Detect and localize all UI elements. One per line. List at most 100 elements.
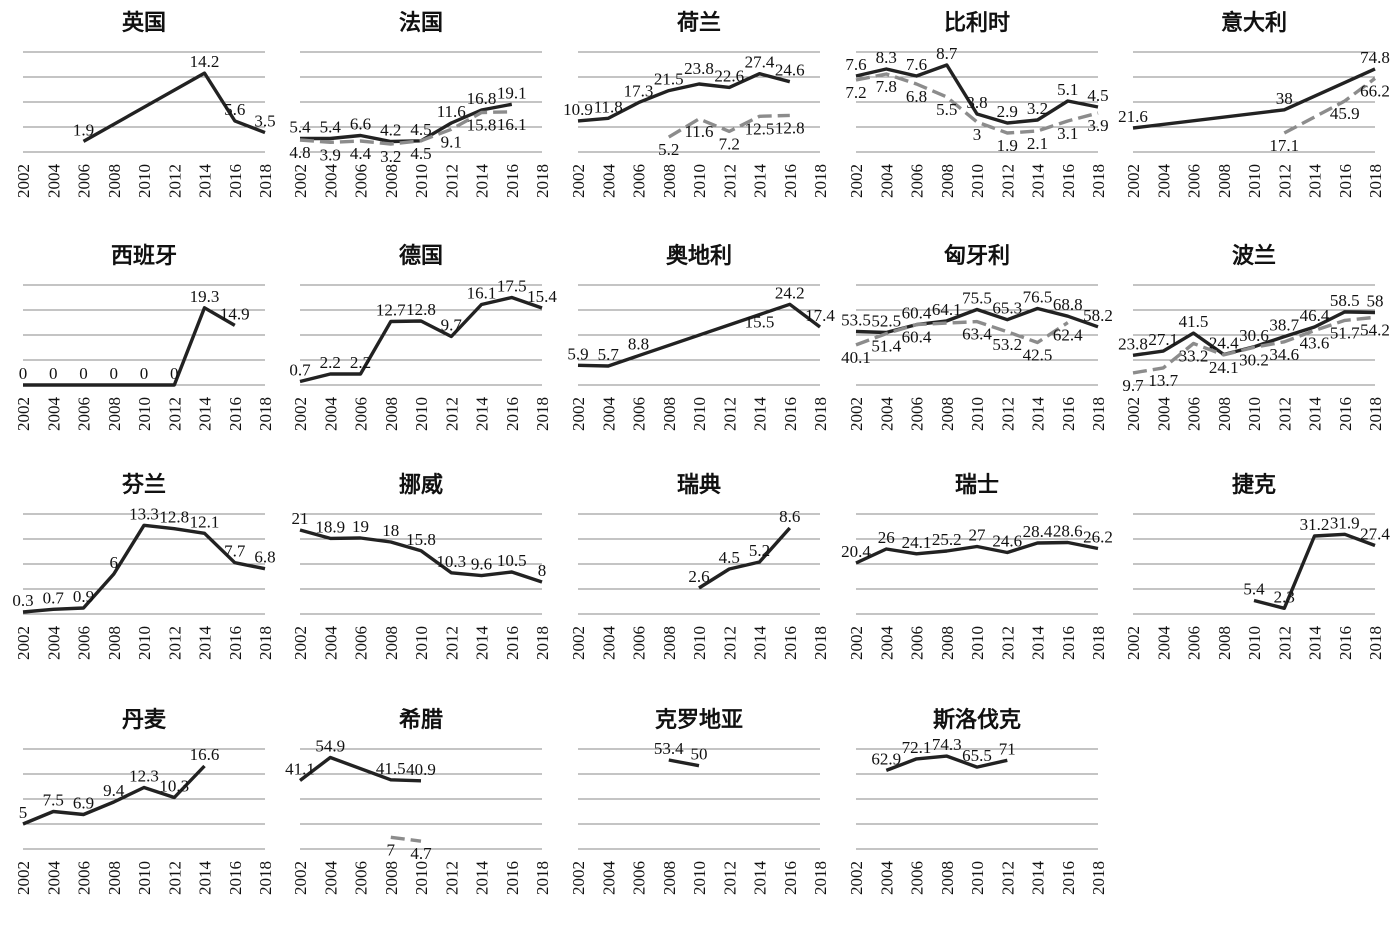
data-label: 0: [49, 364, 58, 383]
chart-title: 西班牙: [111, 243, 177, 269]
data-label: 65.5: [962, 746, 992, 765]
x-tick-label: 2018: [256, 164, 275, 198]
chart-title: 比利时: [944, 10, 1010, 36]
data-label: 65.3: [992, 299, 1022, 318]
x-tick-label: 2014: [473, 397, 492, 432]
series-line-primary: [577, 71, 791, 123]
data-label: 15.8: [406, 530, 436, 549]
data-label: 53.4: [654, 739, 684, 758]
data-label: 5.5: [936, 100, 957, 119]
data-label: 4.5: [1087, 86, 1108, 105]
data-label: 12.7: [376, 301, 406, 320]
x-tick-label: 2008: [382, 397, 401, 431]
x-tick-label: 2008: [660, 164, 679, 198]
x-tick-label: 2010: [1245, 164, 1264, 198]
data-label: 16.1: [497, 115, 527, 134]
data-label: 0: [170, 364, 179, 383]
x-tick-label: 2004: [321, 626, 340, 661]
data-label: 5.4: [1243, 580, 1265, 599]
data-label: 1.9: [997, 136, 1018, 155]
data-label: 27.1: [1148, 330, 1178, 349]
x-tick-label: 2016: [1059, 626, 1078, 660]
data-label: 7.6: [906, 55, 927, 74]
chart-title: 瑞典: [677, 472, 721, 498]
x-tick-label: 2012: [720, 626, 739, 660]
x-tick-label: 2008: [1215, 164, 1234, 198]
data-label: 12.8: [775, 118, 805, 137]
data-label: 18.9: [315, 517, 345, 536]
data-label: 21: [292, 509, 309, 528]
data-label: 21.6: [1118, 107, 1148, 126]
chart-title: 匈牙利: [944, 243, 1010, 269]
data-label: 3.2: [1027, 99, 1048, 118]
data-label: 50: [691, 745, 708, 764]
data-label: 6.9: [73, 794, 94, 813]
x-tick-label: 2018: [1089, 397, 1108, 431]
data-label: 53.2: [992, 335, 1022, 354]
chart-title: 意大利: [1221, 10, 1287, 36]
series-line-primary: [855, 540, 1099, 565]
x-tick-label: 2018: [256, 861, 275, 895]
x-tick-label: 2014: [196, 861, 215, 896]
x-tick-label: 2012: [165, 164, 184, 198]
data-label: 7.5: [43, 791, 64, 810]
data-label: 24.6: [992, 532, 1022, 551]
series-line-primary: [82, 71, 266, 143]
x-tick-label: 2002: [1124, 397, 1143, 431]
data-label: 9.6: [471, 555, 492, 574]
x-tick-label: 2008: [105, 626, 124, 660]
data-label: 5.6: [224, 100, 245, 119]
data-label: 8.7: [936, 44, 958, 63]
series-line-primary: [298, 755, 422, 783]
data-label: 0.7: [43, 588, 65, 607]
data-label: 51.4: [871, 337, 901, 356]
data-label: 19.3: [190, 287, 220, 306]
data-label: 15.4: [527, 287, 557, 306]
x-tick-label: 2014: [473, 164, 492, 199]
x-tick-label: 2012: [442, 861, 461, 895]
x-tick-label: 2002: [291, 164, 310, 198]
x-tick-label: 2014: [473, 626, 492, 661]
x-tick-label: 2008: [382, 861, 401, 895]
chart-title: 奥地利: [666, 243, 732, 269]
data-label: 42.5: [1023, 346, 1053, 365]
data-label: 72.1: [902, 738, 932, 757]
data-label: 41.5: [376, 759, 406, 778]
data-label: 58: [1367, 292, 1384, 311]
data-label: 58.2: [1083, 306, 1113, 325]
data-label: 6.8: [906, 87, 927, 106]
x-tick-label: 2014: [1029, 861, 1048, 896]
data-label: 12.3: [129, 767, 159, 786]
x-tick-label: 2010: [968, 861, 987, 895]
data-label: 16.1: [467, 284, 497, 303]
x-tick-label: 2012: [720, 397, 739, 431]
data-label: 15.5: [745, 312, 775, 331]
x-tick-label: 2010: [412, 397, 431, 431]
x-tick-label: 2018: [811, 164, 830, 198]
data-label: 7.7: [224, 542, 246, 561]
series-line-secondary: [1283, 77, 1377, 135]
data-label: 12.8: [159, 508, 189, 527]
chart-title: 丹麦: [122, 707, 167, 733]
x-tick-label: 2010: [968, 397, 987, 431]
x-tick-label: 2014: [196, 164, 215, 199]
data-label: 0.9: [73, 587, 94, 606]
x-tick-label: 2006: [75, 626, 94, 660]
x-tick-label: 2002: [1124, 626, 1143, 660]
x-tick-label: 2016: [1059, 861, 1078, 895]
data-label: 0.3: [12, 591, 33, 610]
data-label: 16.8: [467, 89, 497, 108]
data-label: 5.7: [598, 345, 620, 364]
x-tick-label: 2006: [352, 397, 371, 431]
x-tick-label: 2018: [811, 861, 830, 895]
series-line-primary: [577, 302, 822, 368]
data-label: 58.5: [1330, 291, 1360, 310]
x-tick-label: 2012: [165, 397, 184, 431]
data-label: 7.8: [876, 77, 897, 96]
x-tick-label: 2004: [877, 861, 896, 896]
data-label: 27: [969, 526, 987, 545]
x-tick-label: 2012: [1275, 397, 1294, 431]
data-label: 11.6: [437, 102, 466, 121]
data-label: 19.1: [497, 83, 527, 102]
data-label: 24.1: [1209, 358, 1239, 377]
